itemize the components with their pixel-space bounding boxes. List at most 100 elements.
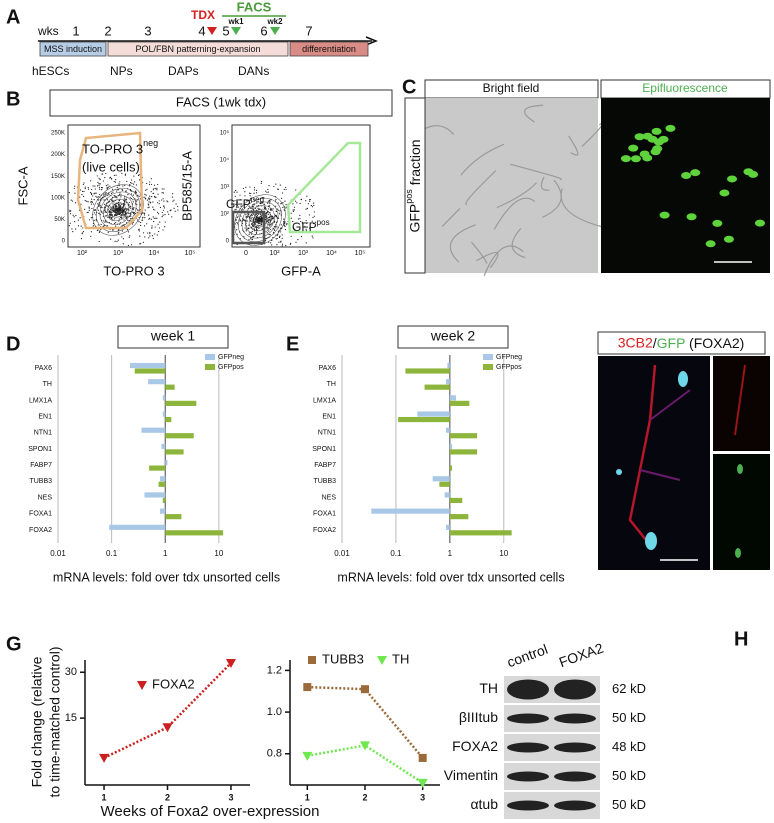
facs-event <box>132 209 134 211</box>
facs-event <box>279 213 281 215</box>
facs-event <box>98 240 100 243</box>
facs-event <box>277 231 279 233</box>
facs-event <box>98 184 100 186</box>
bar <box>165 400 197 406</box>
facs-event <box>295 222 297 224</box>
facs-event <box>284 200 286 202</box>
facs-event <box>248 192 251 194</box>
facs-event <box>82 231 85 233</box>
facs-event <box>273 185 275 188</box>
facs-event <box>127 215 129 217</box>
facs-event <box>263 207 266 210</box>
facs-event <box>144 236 146 238</box>
facs-event <box>138 216 140 219</box>
facs-event <box>238 214 240 216</box>
facs-event <box>260 217 263 219</box>
facs-y-tick: 10⁵ <box>220 130 230 137</box>
bar <box>161 443 166 449</box>
facs-event <box>135 191 137 193</box>
facs-event <box>266 227 268 229</box>
facs-event <box>270 223 272 225</box>
facs-event <box>270 209 272 211</box>
facs-event <box>136 203 138 205</box>
facs-event <box>254 226 256 229</box>
facs-event <box>261 228 263 230</box>
facs-event <box>68 191 70 194</box>
facs-event <box>121 230 124 232</box>
facs-event <box>156 211 159 213</box>
facs-event <box>263 203 265 205</box>
facs-event <box>100 186 103 189</box>
week-number: 3 <box>144 23 151 38</box>
facs-event <box>115 178 117 181</box>
facs-event <box>162 214 164 216</box>
cell-process <box>540 176 550 191</box>
legend-label: TH <box>392 651 409 666</box>
facs-event <box>275 215 278 217</box>
facs-event <box>147 203 149 205</box>
bar <box>447 362 450 369</box>
facs-event <box>83 182 85 184</box>
facs-event <box>295 241 297 243</box>
panel-label: E <box>286 333 299 355</box>
bar <box>109 524 166 530</box>
facs-event <box>271 222 274 224</box>
facs-event <box>84 187 86 190</box>
week-number: 2 <box>104 23 111 38</box>
facs-event <box>248 200 250 202</box>
facs-event <box>109 216 111 219</box>
facs-event <box>276 237 278 240</box>
facs-event <box>125 212 127 214</box>
facs-contour <box>92 184 144 236</box>
facs-event <box>274 229 276 232</box>
facs-event <box>235 190 237 192</box>
facs-event <box>259 220 261 223</box>
facs-event <box>152 192 154 195</box>
facs-event <box>98 212 100 214</box>
facs-event <box>123 219 125 221</box>
facs-event <box>119 216 122 219</box>
facs-event <box>116 214 118 216</box>
facs-event <box>245 186 247 188</box>
facs-event <box>296 202 298 204</box>
facs-event <box>255 225 257 227</box>
legend-label: GFPpos <box>496 364 522 371</box>
facs-event <box>75 214 77 217</box>
facs-event <box>108 194 110 196</box>
facs-event <box>248 239 250 241</box>
facs-event <box>119 204 121 206</box>
bar <box>439 481 450 487</box>
facs-event <box>123 208 125 210</box>
facs-event <box>269 201 271 203</box>
facs-event <box>126 180 128 182</box>
facs-event <box>106 186 108 189</box>
bar <box>165 433 194 439</box>
facs-event <box>278 229 280 231</box>
facs-event <box>251 230 254 233</box>
category-label: FOXA2 <box>313 527 336 534</box>
facs-event <box>122 238 125 240</box>
facs-event <box>257 221 259 223</box>
bright-field-image <box>425 98 598 273</box>
bar <box>165 530 224 536</box>
facs-event <box>177 209 179 211</box>
facs-x-label: GFP-A <box>281 263 321 278</box>
neuron-process <box>639 389 691 481</box>
facs-event <box>260 180 263 183</box>
facs-event <box>275 238 277 240</box>
stage-box <box>39 41 107 57</box>
facs-event <box>106 224 108 227</box>
facs-event <box>247 215 249 217</box>
facs-event <box>93 209 95 211</box>
legend-marker <box>377 656 387 665</box>
facs-event <box>88 219 91 221</box>
x-tick-label: 3 <box>420 792 425 802</box>
week-number: 6 <box>260 23 267 38</box>
facs-event <box>100 229 102 231</box>
facs-title-box <box>49 89 393 117</box>
facs-event <box>173 199 175 201</box>
y-axis-label: Fold change (relative <box>29 656 45 787</box>
facs-event <box>161 216 163 218</box>
stage-box <box>107 41 289 57</box>
